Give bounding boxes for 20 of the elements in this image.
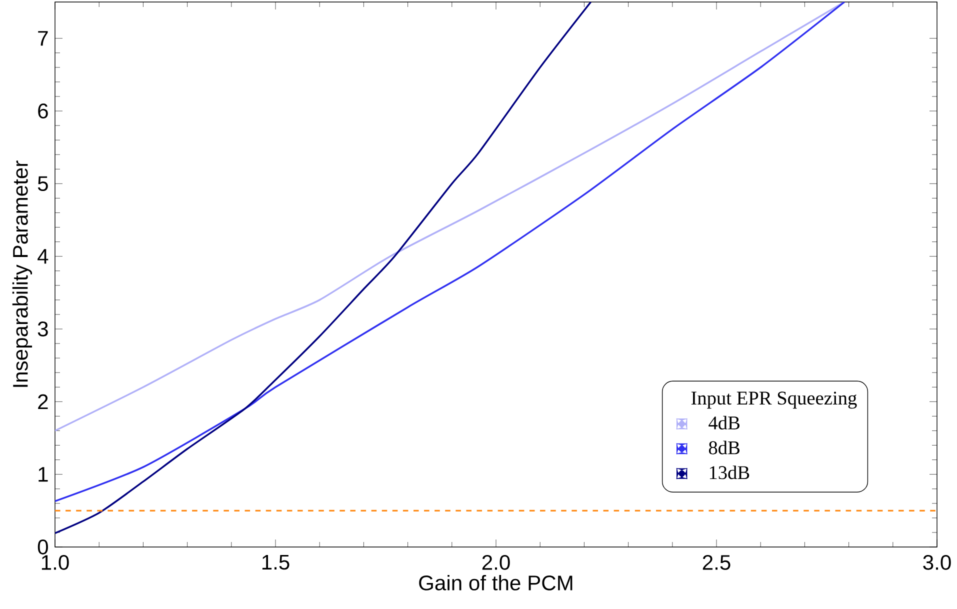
y-tick-label: 2 (38, 394, 48, 410)
x-tick-label: 1.0 (42, 554, 69, 570)
legend-title: Input EPR Squeezing (691, 392, 857, 409)
y-tick-label: 0 (38, 540, 48, 554)
y-axis-title: Inseparability Parameter (12, 160, 32, 387)
y-tick-label: 3 (38, 322, 48, 336)
y-tick-label: 4 (38, 249, 48, 264)
y-tick-label: 6 (38, 104, 48, 118)
x-tick-label: 2.5 (702, 554, 730, 570)
legend-label: 8dB (708, 440, 740, 454)
x-axis-title: Gain of the PCM (419, 574, 572, 590)
y-tick-label: 5 (38, 176, 48, 192)
x-tick-label: 1.5 (262, 554, 290, 570)
legend-label: 4dB (708, 416, 740, 430)
y-tick-label: 7 (38, 31, 48, 46)
x-tick-label: 3.0 (923, 554, 951, 570)
y-tick-label: 1 (38, 467, 48, 482)
x-tick-label: 2.0 (482, 554, 510, 570)
legend-label: 13dB (710, 466, 750, 480)
line-series (55, 2, 592, 534)
